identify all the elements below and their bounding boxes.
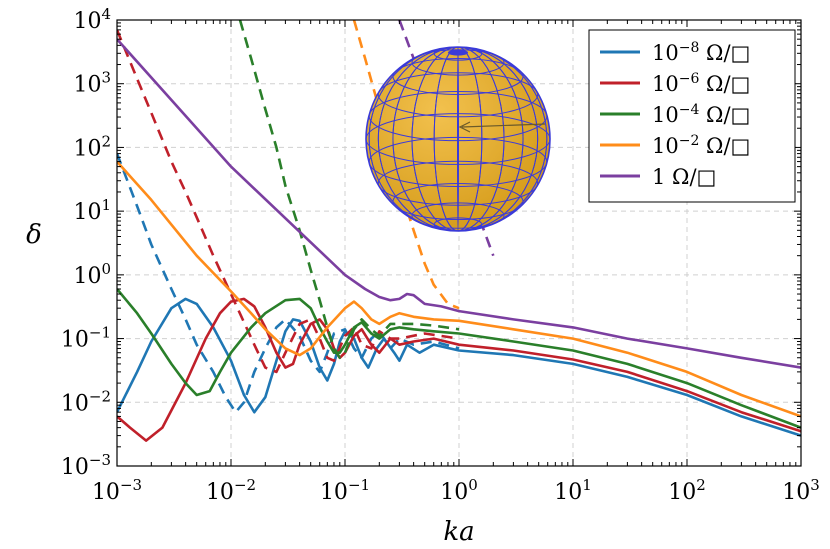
legend-label: 10−6 Ω/□ <box>652 71 750 96</box>
y-tick-label: 103 <box>73 69 111 98</box>
legend: 10−8 Ω/□ 10−6 Ω/□ 10−4 Ω/□ 10−2 Ω/□ 1 Ω/□ <box>588 29 796 203</box>
x-tick-label: 10−3 <box>92 476 142 505</box>
y-tick-label: 10−3 <box>61 451 111 480</box>
series-line <box>117 38 801 369</box>
legend-label: 10−2 Ω/□ <box>652 133 750 158</box>
legend-label: 1 Ω/□ <box>652 165 716 189</box>
x-tick-label: 101 <box>554 476 592 505</box>
y-tick-label: 100 <box>73 260 111 289</box>
x-axis-label: ka <box>443 517 474 547</box>
sphere-longitude-line <box>411 47 505 231</box>
y-tick-label: 10−2 <box>61 387 111 416</box>
arrow-icon <box>461 123 546 128</box>
y-tick-label: 10−1 <box>61 324 111 353</box>
series-line <box>117 160 801 418</box>
legend-box <box>588 29 796 203</box>
x-tick-label: 10−2 <box>206 476 256 505</box>
y-tick-label: 104 <box>73 5 111 34</box>
series-line-dashed <box>352 20 460 310</box>
x-tick-label: 10−1 <box>320 476 370 505</box>
x-tick-label: 103 <box>782 476 820 505</box>
sphere-longitude-line <box>368 47 548 231</box>
y-tick-label: 101 <box>73 196 111 225</box>
y-tick-label: 102 <box>73 132 111 161</box>
y-tick-labels: 10−3 10−2 10−1 100 101 102 103 104 <box>61 5 111 480</box>
sphere-pole <box>448 49 468 56</box>
x-tick-label: 100 <box>440 476 478 505</box>
y-axis-label: δ <box>26 220 42 250</box>
x-tick-labels: 10−3 10−2 10−1 100 101 102 103 <box>92 476 820 505</box>
legend-label: 10−8 Ω/□ <box>652 40 750 65</box>
legend-label: 10−4 Ω/□ <box>652 102 750 127</box>
sphere-longitude-line <box>392 47 524 231</box>
sphere-longitude-line <box>457 47 459 231</box>
x-tick-label: 102 <box>668 476 706 505</box>
series-line <box>117 288 801 429</box>
sphere-inset-illustration <box>365 46 551 232</box>
sphere-longitude-line <box>433 47 483 231</box>
axis-ticks <box>116 19 802 467</box>
series-line-dashed <box>238 20 460 360</box>
sphere-longitude-line <box>377 47 539 231</box>
